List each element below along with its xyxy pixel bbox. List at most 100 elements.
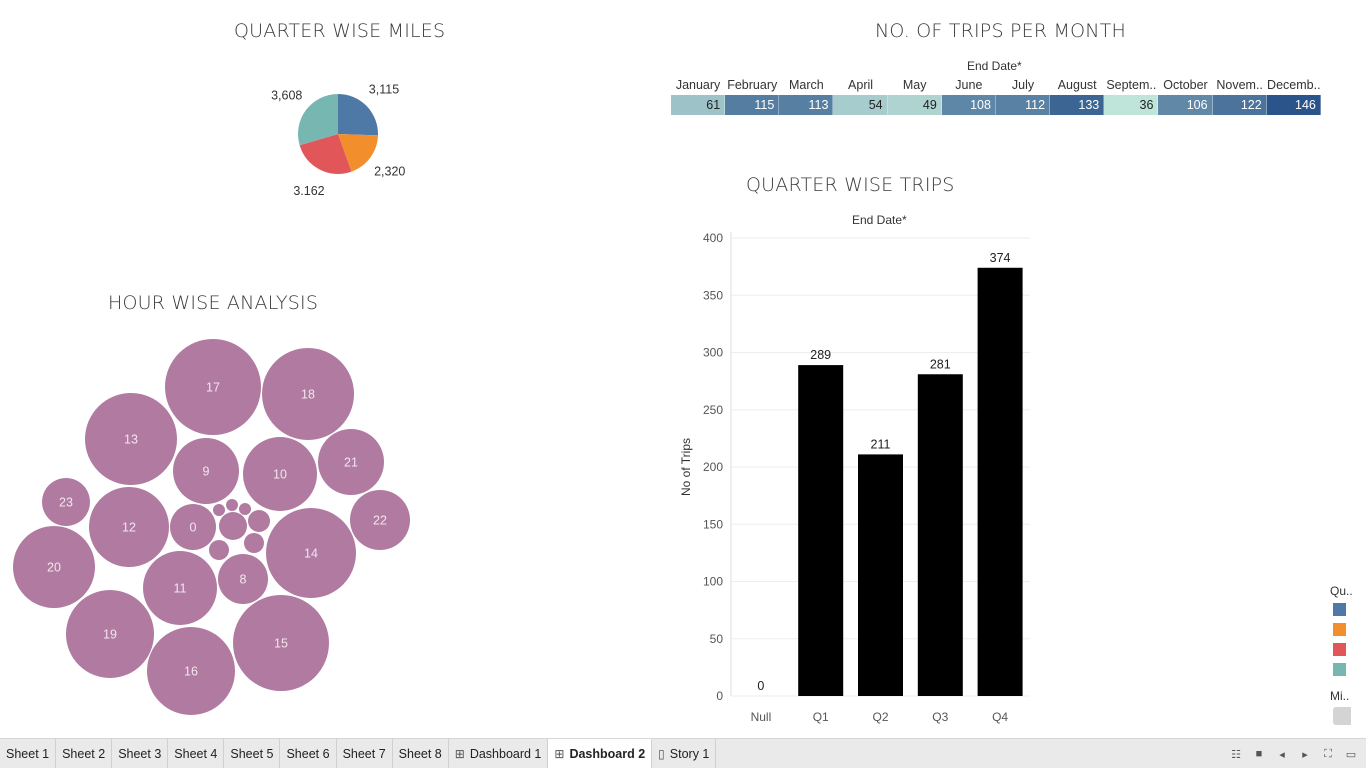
- sheet-tab[interactable]: Sheet 3: [112, 739, 169, 768]
- hour-bubble[interactable]: [209, 540, 229, 560]
- heatmap-cell[interactable]: 122: [1212, 95, 1267, 115]
- sheet-tab[interactable]: Sheet 7: [337, 739, 393, 768]
- fit-icon[interactable]: ⛶: [1324, 747, 1332, 760]
- sheet-tab[interactable]: Sheet 8: [393, 739, 449, 768]
- sheet-tab[interactable]: Sheet 6: [280, 739, 337, 768]
- story-icon: ▯: [658, 746, 665, 761]
- legend-color-swatch[interactable]: [1333, 623, 1346, 636]
- heatmap-cell[interactable]: 106: [1158, 95, 1213, 115]
- pie-slice[interactable]: [338, 134, 378, 172]
- y-tick-label: 300: [703, 346, 723, 360]
- pie-chart[interactable]: 3,115 2,320 3,162 3,608: [250, 80, 430, 195]
- color-legend[interactable]: Qu.. Mi..: [1328, 584, 1366, 725]
- heatmap-cells[interactable]: 61 115 113 54 49 108 112 133 36 106 122 146: [671, 95, 1321, 115]
- hour-bubble[interactable]: [147, 627, 235, 715]
- heatmap-cell[interactable]: 54: [833, 95, 888, 115]
- pie-slice[interactable]: [338, 94, 378, 136]
- hour-bubble[interactable]: [85, 393, 177, 485]
- hour-bubble[interactable]: [66, 590, 154, 678]
- hour-bubble[interactable]: [226, 499, 238, 511]
- bar-chart[interactable]: 0 50 100 150 200 250 300 350 400 No of Trips 0 Null…: [670, 226, 1040, 732]
- hour-bubble-label: 0: [190, 521, 197, 535]
- legend-color-swatch[interactable]: [1333, 603, 1346, 616]
- legend-color-swatch[interactable]: [1333, 663, 1346, 676]
- hour-bubble[interactable]: [165, 339, 261, 435]
- hour-bubble[interactable]: [213, 504, 225, 516]
- hour-bubble[interactable]: [143, 551, 217, 625]
- hour-bubble[interactable]: [318, 429, 384, 495]
- y-tick-label: 200: [703, 460, 723, 474]
- sheet-tab[interactable]: Sheet 1: [0, 739, 57, 768]
- hour-bubble[interactable]: [262, 348, 354, 440]
- heatmap-cell[interactable]: 113: [779, 95, 834, 115]
- sheet-tab[interactable]: ▯ Story 1: [652, 739, 717, 768]
- hour-bubble[interactable]: [233, 595, 329, 691]
- heatmap-cell[interactable]: 115: [725, 95, 780, 115]
- hour-bubble-label: 8: [240, 573, 247, 587]
- y-tick-label: 100: [703, 575, 723, 589]
- heatmap-month-header: May: [902, 78, 927, 92]
- sheet-tab-label: Sheet 7: [342, 746, 386, 761]
- heatmap-month-header: February: [727, 78, 778, 92]
- presentation-mode-icon[interactable]: ▭: [1345, 748, 1357, 761]
- previous-sheet-icon[interactable]: ◂: [1279, 748, 1285, 761]
- dashboard-icon: ⊞: [554, 747, 565, 761]
- pie-chart-title: QUARTER WISE MILES: [234, 20, 446, 42]
- sheet-tab-label: Story 1: [669, 746, 710, 761]
- heatmap-cell[interactable]: 146: [1266, 95, 1321, 115]
- heatmap-cell[interactable]: 108: [941, 95, 996, 115]
- sheet-tab-label: Sheet 3: [118, 746, 162, 761]
- hour-bubble[interactable]: [170, 504, 216, 550]
- legend-color-swatch[interactable]: [1333, 643, 1346, 656]
- hour-bubble[interactable]: [244, 533, 264, 553]
- sheet-tab[interactable]: ⊞ Dashboard 2: [548, 739, 653, 768]
- hour-bubble-label: 21: [344, 456, 358, 470]
- heatmap-month-header: January: [675, 78, 721, 92]
- hour-bubble[interactable]: [13, 526, 95, 608]
- hour-bubble-label: 16: [184, 665, 198, 679]
- heatmap-cell[interactable]: 133: [1050, 95, 1105, 115]
- x-tick-label: Q2: [872, 710, 888, 724]
- sheet-tab-label: Sheet 8: [398, 746, 442, 761]
- pie-slice[interactable]: [299, 134, 352, 174]
- sheet-tab[interactable]: Sheet 4: [168, 739, 225, 768]
- hour-bubble[interactable]: [266, 508, 356, 598]
- heatmap-cell[interactable]: 61: [671, 95, 726, 115]
- hour-bubble[interactable]: [239, 503, 251, 515]
- bar[interactable]: [858, 454, 903, 696]
- hour-bubble[interactable]: [89, 487, 169, 567]
- hour-bubble-label: 11: [174, 582, 187, 596]
- x-tick-label: Q3: [932, 710, 948, 724]
- x-tick-label: Q4: [992, 710, 1008, 724]
- show-sheet-sorter-icon[interactable]: ☷: [1231, 748, 1241, 761]
- heatmap-cell[interactable]: 112: [995, 95, 1051, 115]
- hour-bubble[interactable]: [350, 490, 410, 550]
- x-tick-label: Q1: [813, 710, 829, 724]
- sheet-tab-label: Sheet 6: [286, 746, 330, 761]
- sheet-tab[interactable]: ⊞ Dashboard 1: [449, 739, 549, 768]
- y-tick-label: 400: [703, 231, 723, 245]
- hour-bubble[interactable]: [248, 510, 270, 532]
- sheet-tab-label: Sheet 1: [6, 746, 50, 761]
- bar[interactable]: [917, 374, 963, 696]
- bar[interactable]: [798, 365, 844, 696]
- heatmap-month-header: August: [1057, 78, 1097, 92]
- hour-bubble-label: 19: [103, 628, 117, 642]
- hour-bubble[interactable]: [243, 437, 317, 511]
- next-sheet-icon[interactable]: ▸: [1302, 748, 1308, 761]
- hour-bubble[interactable]: [219, 512, 247, 540]
- pie-slice-label: 2,320: [374, 165, 405, 179]
- pie-slice[interactable]: [298, 94, 338, 146]
- sheet-tab[interactable]: Sheet 2: [56, 739, 113, 768]
- sheet-tab[interactable]: Sheet 5: [224, 739, 281, 768]
- heatmap-cell[interactable]: 36: [1104, 95, 1159, 115]
- hour-bubble[interactable]: [218, 554, 268, 604]
- bar[interactable]: [977, 267, 1023, 696]
- heatmap-cell[interactable]: 49: [887, 95, 942, 115]
- heatmap-month-header: October: [1163, 78, 1208, 92]
- hour-bubble[interactable]: [173, 438, 239, 504]
- show-filmstrip-icon[interactable]: ■: [1255, 748, 1263, 760]
- bar-value-label: 211: [871, 437, 891, 451]
- bubble-chart[interactable]: 0 8 9 10 11 12 13 14 15 16 17 18 19 20 21 22 23: [0, 330, 430, 725]
- hour-bubble[interactable]: [42, 478, 90, 526]
